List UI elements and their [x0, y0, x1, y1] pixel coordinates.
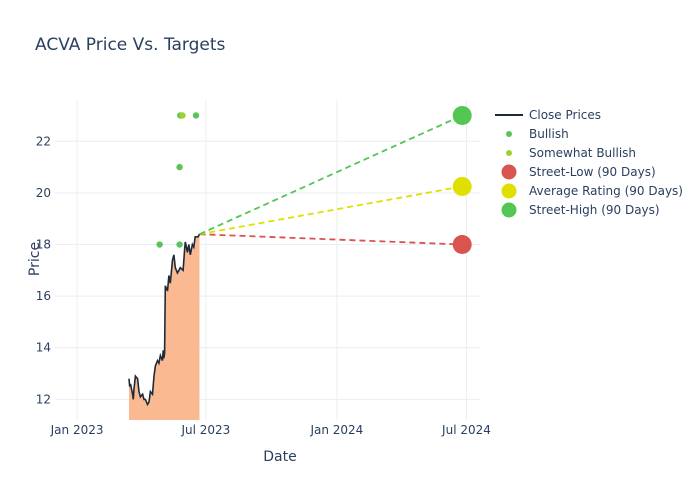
street-high-days-marker	[452, 105, 472, 125]
legend-swatch-target	[501, 183, 517, 199]
grid	[55, 100, 480, 420]
legend: Close Prices Bullish Somewhat Bullish Stree…	[495, 108, 683, 218]
y-tick-label: 22	[36, 134, 51, 148]
x-tick-label: Jan 2024	[309, 423, 363, 437]
legend-label: Street-High (90 Days)	[529, 203, 660, 217]
legend-swatch-marker	[506, 131, 512, 137]
legend-label: Average Rating (90 Days)	[529, 184, 683, 198]
tick-labels: 12 14 16 18 20 22 Jan 2023 Jul 2023 Jan 2024 Jul …	[36, 134, 491, 437]
target-lines-layer	[199, 105, 472, 255]
y-tick-label: 18	[36, 238, 51, 252]
legend-label: Somewhat Bullish	[529, 146, 636, 160]
chart-title: ACVA Price Vs. Targets	[35, 35, 226, 55]
y-axis-title: Price	[27, 242, 43, 276]
x-tick-label: Jul 2023	[180, 423, 230, 437]
close-price-line-layer	[128, 233, 201, 407]
legend-swatch-target	[501, 202, 517, 218]
bullish-rating-point	[176, 163, 183, 171]
y-tick-label: 16	[36, 289, 51, 303]
rating-markers-layer	[156, 112, 200, 248]
x-tick-label: Jul 2024	[441, 423, 491, 437]
street-low-days-marker	[452, 235, 472, 255]
average-rating-days-marker	[452, 176, 472, 196]
y-tick-label: 14	[36, 341, 51, 355]
somewhat-bullish-rating-point	[179, 112, 186, 119]
legend-label: Bullish	[529, 127, 569, 141]
close-price-line	[128, 233, 201, 407]
x-tick-label: Jan 2023	[50, 423, 104, 437]
average-rating-days-line	[199, 185, 463, 236]
bullish-rating-point	[176, 241, 183, 248]
x-axis-title: Date	[263, 449, 296, 465]
y-tick-label: 20	[36, 186, 51, 200]
legend-swatch-marker	[506, 150, 512, 156]
close-price-area-layer	[129, 234, 200, 420]
bullish-rating-point	[192, 112, 200, 119]
legend-label: Close Prices	[529, 108, 601, 122]
legend-swatch-target	[501, 164, 517, 180]
street-low-days-line	[199, 233, 463, 246]
y-tick-label: 12	[36, 392, 51, 406]
close-price-area	[129, 234, 200, 420]
legend-label: Street-Low (90 Days)	[529, 165, 656, 179]
street-high-days-line	[199, 114, 463, 236]
bullish-rating-point	[156, 241, 163, 248]
